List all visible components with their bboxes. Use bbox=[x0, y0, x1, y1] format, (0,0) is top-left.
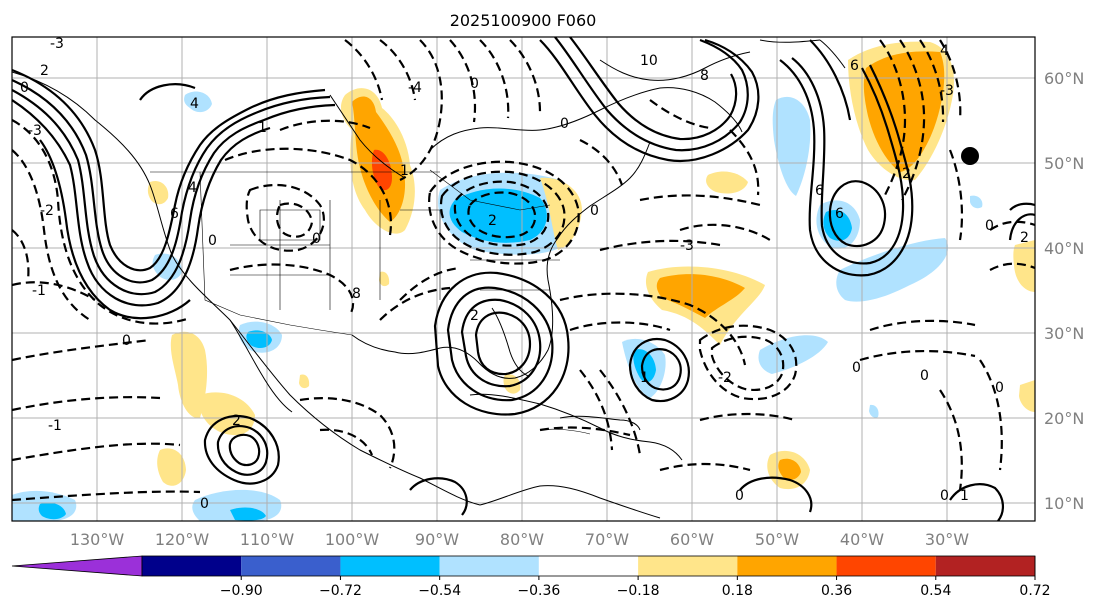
colorbar-frame bbox=[141, 555, 1036, 577]
contour-label: -2 bbox=[718, 370, 732, 386]
contour-label: 6 bbox=[170, 206, 179, 222]
lon-label: 120°W bbox=[155, 530, 210, 549]
colorbar-segment bbox=[340, 556, 440, 576]
contour-label: -1 bbox=[48, 418, 62, 434]
contour-label: 6 bbox=[835, 206, 844, 222]
colorbar-segment bbox=[439, 556, 539, 576]
contour-label: 0 bbox=[122, 333, 131, 349]
longitude-labels: 130°W 120°W 110°W 100°W 90°W 80°W 70°W 6… bbox=[70, 530, 969, 549]
contour-label: 0 bbox=[208, 233, 217, 249]
colorbar-tick-label: −0.72 bbox=[319, 583, 362, 599]
contour-labels: -3 0 2 -3 -2 -1 0 -1 6 4 0 1 4 0 8 -4 0 … bbox=[20, 36, 1029, 512]
colorbar-segment bbox=[638, 556, 738, 576]
colorbar-segment bbox=[935, 556, 1035, 576]
contour-label: 2 bbox=[470, 308, 479, 324]
colorbar-segment bbox=[538, 556, 639, 576]
contour-label: 0 bbox=[590, 203, 599, 219]
contour-label: 8 bbox=[700, 68, 709, 84]
contour-label: 0 bbox=[852, 360, 861, 376]
lat-label: 60°N bbox=[1044, 69, 1084, 88]
contour-label: 1 bbox=[400, 163, 409, 179]
colorbar-tick-label: 0.72 bbox=[1019, 583, 1050, 599]
lat-label: 50°N bbox=[1044, 154, 1084, 173]
contour-label: 0 bbox=[312, 231, 321, 247]
contour-label: 0 bbox=[735, 488, 744, 504]
contour-label: 6 bbox=[850, 58, 859, 74]
lon-label: 60°W bbox=[670, 530, 714, 549]
lat-label: 40°N bbox=[1044, 239, 1084, 258]
shaded-fields bbox=[12, 41, 1035, 521]
contour-label: 0 bbox=[995, 380, 1004, 396]
political-borders bbox=[150, 169, 591, 435]
map-area: -3 0 2 -3 -2 -1 0 -1 6 4 0 1 4 0 8 -4 0 … bbox=[12, 36, 1035, 521]
map-frame bbox=[11, 36, 1036, 522]
positive-contours bbox=[12, 37, 1035, 521]
colorbar: −0.90 −0.72 −0.54 −0.36 −0.18 0.18 0.36 0.54 0.7… bbox=[11, 555, 1051, 599]
contour-label: -3 bbox=[28, 123, 42, 139]
colorbar-tick-label: 0.36 bbox=[821, 583, 852, 599]
coastlines bbox=[12, 39, 846, 519]
contour-label: -3 bbox=[680, 238, 694, 254]
lon-label: 50°W bbox=[755, 530, 799, 549]
contour-label: 4 bbox=[940, 43, 949, 59]
contour-label: 2 bbox=[488, 213, 497, 229]
contour-label: 1 bbox=[640, 370, 649, 386]
contour-label: 0 bbox=[920, 368, 929, 384]
contour-label: 6 bbox=[815, 183, 824, 199]
lon-label: 40°W bbox=[840, 530, 884, 549]
contour-label: -3 bbox=[50, 36, 64, 52]
colorbar-tick-label: −0.36 bbox=[517, 583, 560, 599]
contour-label: 0 bbox=[940, 488, 949, 504]
colorbar-segment bbox=[241, 556, 341, 576]
contour-label: 0 bbox=[560, 116, 569, 132]
contour-label: 0 bbox=[985, 218, 994, 234]
lat-label: 20°N bbox=[1044, 409, 1084, 428]
colorbar-segment bbox=[142, 556, 242, 576]
contour-label: 2 bbox=[232, 413, 241, 429]
contour-label: -4 bbox=[408, 80, 422, 96]
lon-label: 100°W bbox=[325, 530, 380, 549]
contour-label: 0 bbox=[470, 76, 479, 92]
lat-label: 10°N bbox=[1044, 494, 1084, 513]
contour-label: 2 bbox=[1020, 230, 1029, 246]
map-gridlines bbox=[12, 37, 1035, 521]
lon-label: 90°W bbox=[415, 530, 459, 549]
contour-label: 0 bbox=[200, 496, 209, 512]
contour-label: 4 bbox=[190, 96, 199, 112]
lon-label: 130°W bbox=[70, 530, 125, 549]
contour-label: -3 bbox=[940, 83, 954, 99]
contour-label: 4 bbox=[188, 180, 197, 196]
colorbar-tick-label: −0.90 bbox=[220, 583, 263, 599]
contour-label: 2 bbox=[40, 63, 49, 79]
colorbar-min-extension bbox=[11, 555, 143, 577]
contour-label: 1 bbox=[258, 120, 267, 136]
lon-label: 70°W bbox=[585, 530, 629, 549]
latitude-labels: 60°N 50°N 40°N 30°N 20°N 10°N bbox=[1044, 69, 1084, 513]
contour-label: 0 bbox=[20, 80, 29, 96]
colorbar-segment bbox=[737, 556, 837, 576]
lon-label: 80°W bbox=[500, 530, 544, 549]
colorbar-tick-label: −0.54 bbox=[418, 583, 461, 599]
colorbar-tick-label: −0.18 bbox=[617, 583, 660, 599]
contour-label: 2 bbox=[902, 166, 911, 182]
map-title: 2025100900 F060 bbox=[450, 11, 597, 30]
contour-label: 10 bbox=[640, 53, 658, 69]
contour-label: 1 bbox=[960, 488, 969, 504]
position-marker bbox=[961, 147, 979, 165]
lon-label: 110°W bbox=[240, 530, 295, 549]
contour-label: -1 bbox=[32, 283, 46, 299]
colorbar-tick-label: 0.54 bbox=[920, 583, 951, 599]
colorbar-segment bbox=[836, 556, 936, 576]
colorbar-tick-label: 0.18 bbox=[722, 583, 753, 599]
lat-label: 30°N bbox=[1044, 324, 1084, 343]
contour-label: -2 bbox=[40, 203, 54, 219]
lon-label: 30°W bbox=[925, 530, 969, 549]
contour-label: 8 bbox=[352, 286, 361, 302]
negative-contours bbox=[12, 39, 1035, 502]
